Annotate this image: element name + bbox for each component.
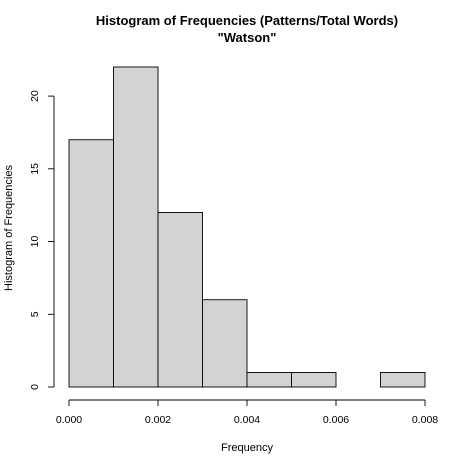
histogram-bar-4 xyxy=(246,372,292,388)
y-tick-label: 10 xyxy=(29,236,41,248)
x-tick-label: 0.000 xyxy=(56,414,82,426)
y-tick-label: 15 xyxy=(29,163,41,175)
x-tick-label: 0.008 xyxy=(412,414,438,426)
x-tick-label: 0.004 xyxy=(234,414,260,426)
x-axis-label: Frequency xyxy=(221,442,273,454)
histogram-bar-3 xyxy=(202,299,248,388)
y-tick-label: 0 xyxy=(29,384,41,390)
x-tick-label: 0.006 xyxy=(323,414,349,426)
x-tick-label: 0.002 xyxy=(145,414,171,426)
chart-title: Histogram of Frequencies (Patterns/Total… xyxy=(96,13,398,28)
x-axis: 0.000 0.002 0.004 0.006 0.008 xyxy=(56,399,438,426)
y-axis: 0 5 10 15 20 xyxy=(29,90,55,390)
histogram-bar-0 xyxy=(68,139,114,388)
y-axis-label: Histogram of Frequencies xyxy=(3,165,15,291)
bars-group xyxy=(68,66,426,388)
y-tick-label: 20 xyxy=(29,90,41,102)
histogram-bar-1 xyxy=(113,66,159,388)
histogram-bar-2 xyxy=(157,212,203,388)
chart-subtitle: "Watson" xyxy=(218,30,277,45)
histogram-bar-7 xyxy=(380,372,426,388)
histogram-bar-5 xyxy=(291,372,337,388)
y-tick-label: 5 xyxy=(29,311,41,317)
